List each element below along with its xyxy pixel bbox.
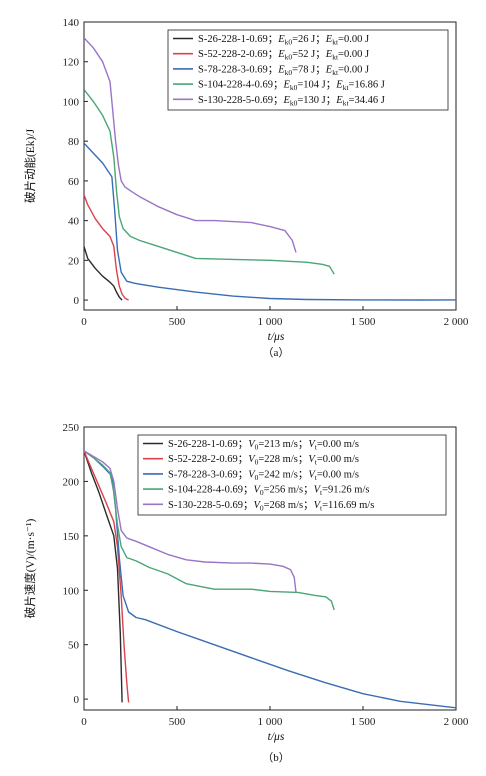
- series-line-S-52-228-2-0.69: [84, 194, 129, 301]
- x-tick-label: 0: [81, 316, 87, 328]
- series-line-S-104-228-4-0.69: [84, 450, 335, 611]
- x-axis-label: t/μs: [268, 331, 285, 343]
- y-tick-label: 0: [74, 295, 80, 307]
- legend: S-26-228-1-0.69；V0=213 m/s；Vt=0.00 m/s S-…: [137, 434, 447, 516]
- y-axis-label: 破片速度(V)/(m·s⁻¹): [23, 519, 37, 619]
- y-tick-label: 0: [74, 694, 80, 706]
- y-tick-label: 200: [63, 476, 80, 488]
- legend: S-26-228-1-0.69；Ek0=26 J；Ekt=0.00 J S-52-…: [167, 29, 449, 111]
- series-line-S-130-228-5-0.69: [84, 37, 297, 253]
- x-tick-label: 500: [169, 716, 186, 728]
- figure-caption: （a）: [263, 346, 290, 359]
- x-axis-label: t/μs: [268, 731, 285, 743]
- y-tick-label: 100: [63, 585, 80, 597]
- legend-entry: S-104-228-4-0.69；Ek0=104 J；Ekt=16.86 J: [198, 80, 385, 93]
- legend-entry: S-26-228-1-0.69；V0=213 m/s；Vt=0.00 m/s: [168, 439, 359, 452]
- y-tick-label: 60: [68, 176, 80, 188]
- series-line-S-104-228-4-0.69: [84, 89, 335, 275]
- y-tick-label: 250: [63, 422, 80, 434]
- series-line-S-130-228-5-0.69: [84, 450, 297, 593]
- y-tick-label: 120: [63, 57, 80, 69]
- y-axis-label: 破片动能(Ek)/J: [23, 128, 37, 203]
- x-tick-label: 2 000: [444, 716, 469, 728]
- series-line-S-52-228-2-0.69: [84, 450, 130, 703]
- x-tick-label: 1 000: [258, 316, 283, 328]
- legend-entry: S-52-228-2-0.69；V0=228 m/s；Vt=0.00 m/s: [168, 454, 359, 467]
- legend-entry: S-78-228-3-0.69；Ek0=78 J；Ekt=0.00 J: [198, 64, 369, 77]
- y-tick-label: 150: [63, 531, 80, 543]
- legend-box: [137, 434, 447, 516]
- x-tick-label: 1 500: [351, 316, 376, 328]
- legend-entry: S-130-228-5-0.69；V0=268 m/s；Vt=116.69 m/…: [168, 500, 374, 513]
- chart-velocity: 0 500 1 000 1 500 2 000 0 50 100 150 200 250 t/μs 破片…: [23, 422, 469, 764]
- x-tick-label: 500: [169, 316, 186, 328]
- y-tick-label: 100: [63, 96, 80, 108]
- series-line-S-26-228-1-0.69: [84, 450, 123, 703]
- x-tick-label: 1 500: [351, 716, 376, 728]
- y-tick-label: 140: [63, 17, 80, 29]
- y-tick-label: 50: [68, 640, 80, 652]
- legend-entry: S-52-228-2-0.69；Ek0=52 J；Ekt=0.00 J: [198, 49, 369, 62]
- legend-entry: S-104-228-4-0.69；V0=256 m/s；Vt=91.26 m/s: [168, 485, 369, 498]
- legend-entry: S-26-228-1-0.69；Ek0=26 J；Ekt=0.00 J: [198, 34, 369, 47]
- y-tick-label: 80: [68, 136, 80, 148]
- legend-entry: S-78-228-3-0.69；V0=242 m/s；Vt=0.00 m/s: [168, 469, 359, 482]
- series-line-S-78-228-3-0.69: [84, 142, 456, 301]
- x-tick-label: 2 000: [444, 316, 469, 328]
- chart-kinetic-energy: 0 500 1 000 1 500 2 000 0 20 40 60 80 100 120 140 t/μ…: [23, 17, 469, 359]
- x-tick-label: 0: [81, 716, 87, 728]
- y-tick-label: 20: [68, 255, 80, 267]
- legend-box: [167, 29, 449, 111]
- y-tick-label: 40: [68, 216, 80, 228]
- figure-caption: （b）: [262, 751, 290, 764]
- x-tick-label: 1 000: [258, 716, 283, 728]
- series-line-S-26-228-1-0.69: [84, 246, 123, 301]
- legend-entry: S-130-228-5-0.69；Ek0=130 J；Ekt=34.46 J: [198, 95, 385, 108]
